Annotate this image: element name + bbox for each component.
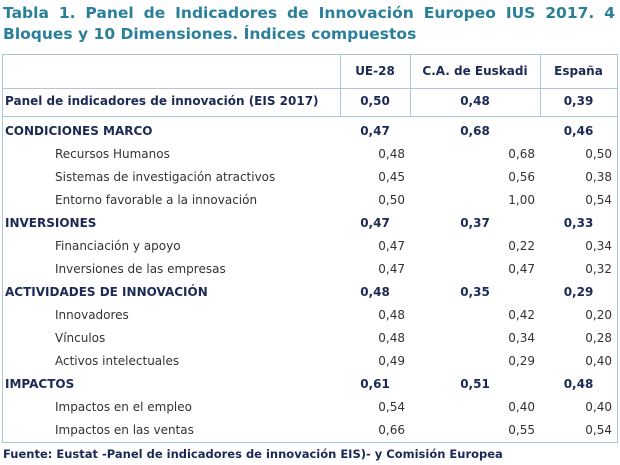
cell: 0,39 [563,94,594,108]
cell: 0,40 [585,354,612,368]
cell: 0,33 [563,216,594,230]
cell: 0,34 [585,239,612,253]
border [2,54,617,55]
cell: 0,40 [585,400,612,414]
row-label: Sistemas de investigación atractivos [55,170,276,184]
cell: 0,47 [378,262,405,276]
cell: 0,48 [360,285,390,299]
border [540,54,541,116]
border [340,54,341,116]
cell: 0,48 [563,377,594,391]
section-label: IMPACTOS [5,377,75,391]
section-label: INVERSIONES [5,216,97,230]
cell: 0,54 [585,423,612,437]
cell: 0,20 [585,308,612,322]
cell: 0,66 [378,423,405,437]
border [2,116,617,117]
row-label: Vínculos [55,331,106,345]
column-header: UE-28 [355,64,395,78]
row-label: Recursos Humanos [55,147,170,161]
border [2,54,3,442]
cell: 0,47 [378,239,405,253]
border [2,442,618,443]
footer: Fuente: Eustat -Panel de indicadores de … [3,447,503,461]
row-label: Panel de indicadores de innovación (EIS … [5,94,319,108]
cell: 0,47 [360,216,390,230]
row-label: Entorno favorable a la innovación [55,193,258,207]
cell: 0,29 [563,285,594,299]
cell: 0,50 [585,147,612,161]
row-label: Impactos en el empleo [55,400,192,414]
section-label: ACTIVIDADES DE INNOVACIÓN [5,285,208,299]
cell: 0,35 [460,285,490,299]
cell: 0,34 [508,331,535,345]
column-header: C.A. de Euskadi [422,64,528,78]
cell: 0,32 [585,262,612,276]
cell: 0,48 [378,308,405,322]
cell: 0,56 [508,170,535,184]
border [617,54,618,442]
cell: 0,47 [360,124,390,138]
cell: 0,40 [508,400,535,414]
cell: 0,42 [508,308,535,322]
cell: 0,50 [378,193,405,207]
row-label: Impactos en las ventas [55,423,194,437]
column-header: España [554,64,603,78]
cell: 0,50 [360,94,390,108]
cell: 0,22 [508,239,535,253]
cell: 0,46 [563,124,594,138]
section-label: CONDICIONES MARCO [5,124,153,138]
cell: 0,37 [460,216,490,230]
row-label: Activos intelectuales [55,354,180,368]
row-label: Innovadores [55,308,129,322]
cell: 0,51 [460,377,490,391]
cell: 0,45 [378,170,405,184]
cell: 1,00 [508,193,535,207]
row-label: Financiación y apoyo [55,239,181,253]
border [410,54,411,116]
cell: 0,49 [378,354,405,368]
cell: 0,28 [585,331,612,345]
cell: 0,29 [508,354,535,368]
cell: 0,48 [378,331,405,345]
row-label: Inversiones de las empresas [55,262,226,276]
cell: 0,48 [460,94,490,108]
cell: 0,68 [460,124,490,138]
title: Bloques y 10 Dimensiones. Índices compue… [3,25,417,43]
cell: 0,55 [508,423,535,437]
title: Tabla 1. Panel de Indicadores de Innovac… [3,4,615,22]
cell: 0,38 [585,170,612,184]
cell: 0,54 [585,193,612,207]
cell: 0,48 [378,147,405,161]
cell: 0,61 [360,377,390,391]
cell: 0,68 [508,147,535,161]
cell: 0,47 [508,262,535,276]
border [2,88,617,89]
cell: 0,54 [378,400,405,414]
